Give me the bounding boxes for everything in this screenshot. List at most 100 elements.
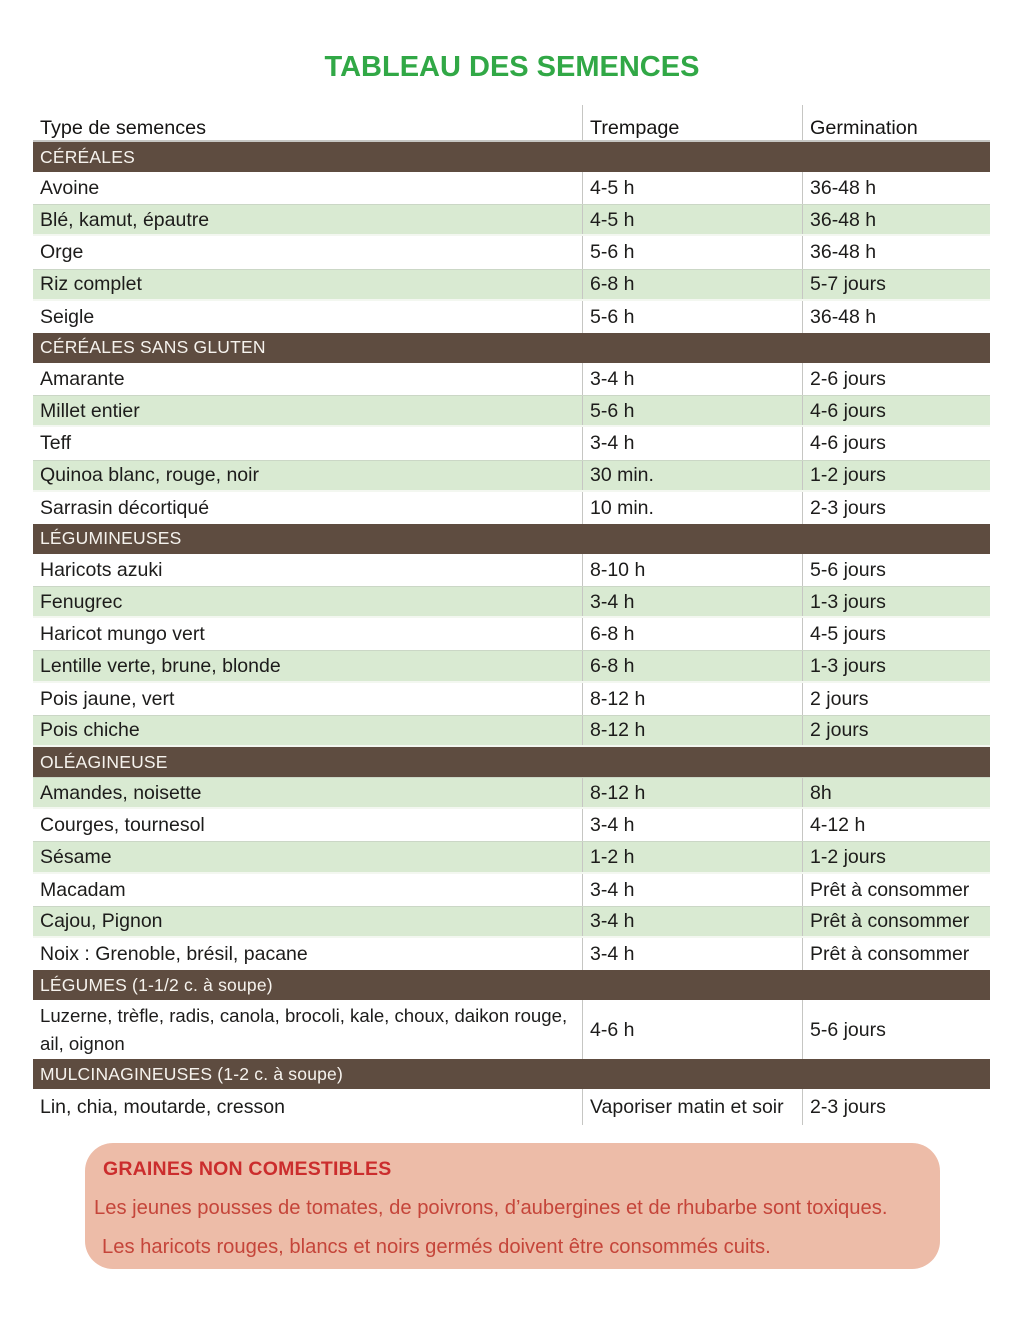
table-row: Lin, chia, moutarde, cresson Vaporiser ma… bbox=[33, 1089, 990, 1126]
row-cell-germination: 1-3 jours bbox=[802, 587, 990, 617]
row-cell-type: Avoine bbox=[40, 177, 100, 200]
row-cell-type: Haricots azuki bbox=[40, 558, 163, 581]
row-cell-germination: 4-6 jours bbox=[802, 396, 990, 426]
table-row: Teff 3-4 h 4-6 jours bbox=[33, 427, 990, 460]
table-row: Fenugrec 3-4 h 1-3 jours bbox=[33, 586, 990, 619]
row-cell-trempage: 10 min. bbox=[582, 491, 802, 524]
row-cell-germination: 1-2 jours bbox=[802, 460, 990, 490]
table-row: Lentille verte, brune, blonde 6-8 h 1-3 jo… bbox=[33, 650, 990, 683]
row-cell-germination: 5-6 jours bbox=[802, 1000, 990, 1060]
row-cell-type: Pois jaune, vert bbox=[40, 687, 175, 710]
table-header-row: Type de semences Trempage Germination bbox=[33, 105, 990, 142]
row-cell-germination: 2-6 jours bbox=[802, 362, 990, 396]
row-cell-trempage: 5-6 h bbox=[582, 236, 802, 269]
table-row: Haricots azuki 8-10 h 5-6 jours bbox=[33, 553, 990, 587]
row-cell-trempage: 4-5 h bbox=[582, 205, 802, 235]
row-cell-type: Courges, tournesol bbox=[40, 814, 205, 837]
row-cell-type: Seigle bbox=[40, 305, 95, 328]
row-cell-trempage: 8-10 h bbox=[582, 553, 802, 587]
row-cell-trempage: 5-6 h bbox=[582, 300, 802, 333]
row-cell-germination: 4-6 jours bbox=[802, 427, 990, 460]
row-cell-germination: 5-7 jours bbox=[802, 269, 990, 299]
row-cell-type: Haricot mungo vert bbox=[40, 623, 205, 646]
warning-line: Les jeunes pousses de tomates, de poivro… bbox=[94, 1197, 888, 1219]
row-cell-type: Amandes, noisette bbox=[40, 781, 202, 804]
row-cell-type: Sésame bbox=[40, 845, 112, 868]
row-cell-germination: 2 jours bbox=[802, 682, 990, 715]
table-row: Seigle 5-6 h 36-48 h bbox=[33, 300, 990, 333]
row-cell-trempage: 8-12 h bbox=[582, 715, 802, 745]
row-cell-trempage: 6-8 h bbox=[582, 618, 802, 651]
row-cell-type: Lin, chia, moutarde, cresson bbox=[40, 1096, 285, 1119]
table-row: Millet entier 5-6 h 4-6 jours bbox=[33, 395, 990, 428]
row-cell-germination: 5-6 jours bbox=[802, 553, 990, 587]
table-row: Macadam 3-4 h Prêt à consommer bbox=[33, 873, 990, 906]
row-cell-germination: Prêt à consommer bbox=[802, 906, 990, 936]
row-cell-type: Millet entier bbox=[40, 399, 140, 422]
section-header: CÉRÉALES bbox=[33, 142, 990, 172]
row-cell-type: Lentille verte, brune, blonde bbox=[40, 655, 281, 678]
row-cell-trempage: 4-5 h bbox=[582, 172, 802, 205]
table-row: Blé, kamut, épautre 4-5 h 36-48 h bbox=[33, 204, 990, 237]
row-cell-trempage: 8-12 h bbox=[582, 778, 802, 808]
row-cell-trempage: 3-4 h bbox=[582, 427, 802, 460]
row-cell-type: Noix : Grenoble, brésil, pacane bbox=[40, 943, 308, 966]
row-cell-trempage: 3-4 h bbox=[582, 937, 802, 971]
page-title: TABLEAU DES SEMENCES bbox=[324, 51, 700, 83]
table-row: Haricot mungo vert 6-8 h 4-5 jours bbox=[33, 618, 990, 651]
section-header: MULCINAGINEUSES (1-2 c. à soupe) bbox=[33, 1059, 990, 1090]
column-header-type: Type de semences bbox=[40, 117, 207, 139]
row-cell-germination: 36-48 h bbox=[802, 300, 990, 333]
row-cell-type: Luzerne, trèfle, radis, canola, brocoli,… bbox=[40, 1004, 568, 1054]
row-cell-germination: 2-3 jours bbox=[802, 1089, 990, 1126]
table-row: Avoine 4-5 h 36-48 h bbox=[33, 172, 990, 205]
table-row: Amarante 3-4 h 2-6 jours bbox=[33, 362, 990, 396]
table-row: Sarrasin décortiqué 10 min. 2-3 jours bbox=[33, 491, 990, 524]
row-cell-trempage: 3-4 h bbox=[582, 906, 802, 936]
row-cell-type: Sarrasin décortiqué bbox=[40, 496, 210, 519]
section-header: CÉRÉALES SANS GLUTEN bbox=[33, 332, 990, 363]
table-row: Quinoa blanc, rouge, noir 30 min. 1-2 jour… bbox=[33, 459, 990, 492]
row-cell-germination: 1-2 jours bbox=[802, 842, 990, 872]
row-cell-type: Orge bbox=[40, 241, 84, 264]
table-body: CÉRÉALES Avoine 4-5 h 36-48 h Blé, kamut, ép… bbox=[33, 142, 990, 1126]
row-cell-germination: 2 jours bbox=[802, 715, 990, 745]
table-row: Cajou, Pignon 3-4 h Prêt à consommer bbox=[33, 905, 990, 938]
row-cell-type: Teff bbox=[40, 432, 72, 455]
section-header: LÉGUMES (1-1/2 c. à soupe) bbox=[33, 970, 990, 1001]
table-row: Courges, tournesol 3-4 h 4-12 h bbox=[33, 809, 990, 842]
section-header: OLÉAGINEUSE bbox=[33, 747, 990, 777]
warning-title: GRAINES NON COMESTIBLES bbox=[103, 1158, 392, 1180]
row-cell-germination: 36-48 h bbox=[802, 236, 990, 269]
row-cell-trempage: 6-8 h bbox=[582, 269, 802, 299]
warning-line: Les haricots rouges, blancs et noirs ger… bbox=[102, 1236, 771, 1258]
row-cell-trempage: 4-6 h bbox=[582, 1000, 802, 1060]
row-cell-germination: 36-48 h bbox=[802, 205, 990, 235]
row-cell-trempage: 3-4 h bbox=[582, 587, 802, 617]
table-row: Noix : Grenoble, brésil, pacane 3-4 h Prêt… bbox=[33, 937, 990, 971]
table-row: Amandes, noisette 8-12 h 8h bbox=[33, 777, 990, 810]
row-cell-germination: 2-3 jours bbox=[802, 491, 990, 524]
row-cell-trempage: 8-12 h bbox=[582, 682, 802, 715]
table-row: Sésame 1-2 h 1-2 jours bbox=[33, 841, 990, 874]
row-cell-germination: 4-12 h bbox=[802, 809, 990, 842]
row-cell-germination: Prêt à consommer bbox=[802, 937, 990, 971]
row-cell-type: Riz complet bbox=[40, 273, 142, 296]
row-cell-trempage: 3-4 h bbox=[582, 809, 802, 842]
row-cell-trempage: 1-2 h bbox=[582, 842, 802, 872]
row-cell-trempage: 30 min. bbox=[582, 460, 802, 490]
row-cell-germination: 36-48 h bbox=[802, 172, 990, 205]
row-cell-germination: Prêt à consommer bbox=[802, 873, 990, 906]
row-cell-type: Quinoa blanc, rouge, noir bbox=[40, 464, 259, 487]
row-cell-type: Fenugrec bbox=[40, 590, 123, 613]
row-cell-trempage: 3-4 h bbox=[582, 362, 802, 396]
row-cell-trempage: 3-4 h bbox=[582, 873, 802, 906]
warning-box: GRAINES NON COMESTIBLES Les jeunes pouss… bbox=[85, 1143, 940, 1269]
row-cell-trempage: 6-8 h bbox=[582, 651, 802, 681]
row-cell-type: Pois chiche bbox=[40, 719, 140, 742]
row-cell-type: Amarante bbox=[40, 368, 125, 391]
row-cell-type: Cajou, Pignon bbox=[40, 910, 163, 933]
row-cell-germination: 1-3 jours bbox=[802, 651, 990, 681]
